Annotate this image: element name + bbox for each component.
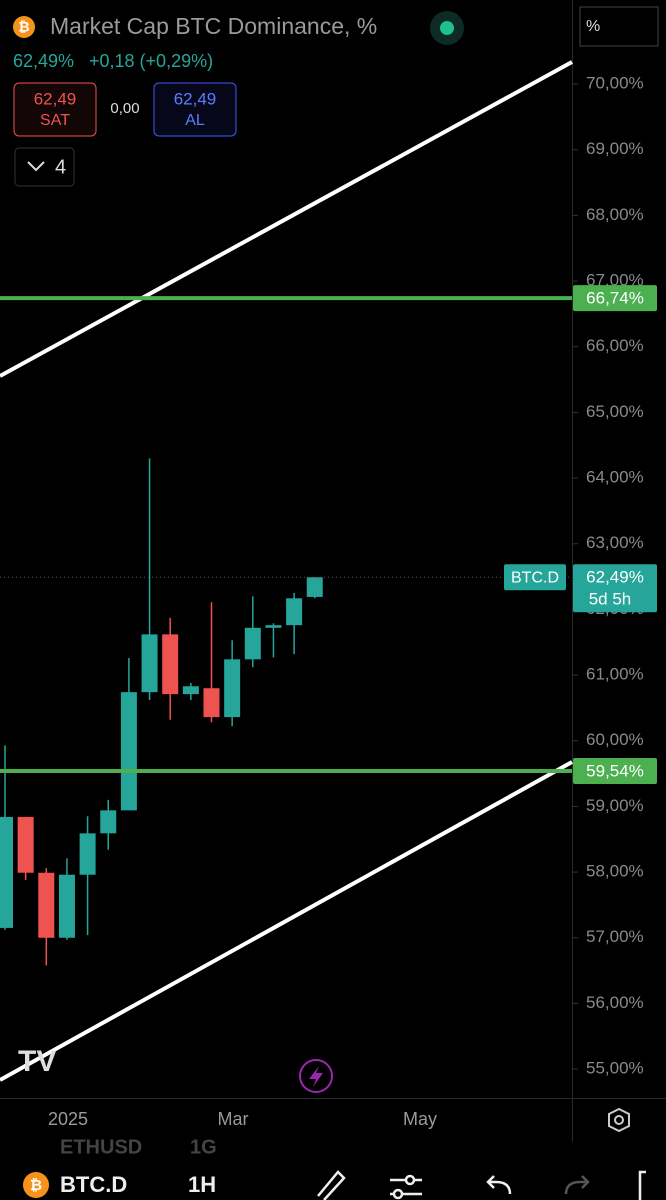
y-tick-label: 64,00% (586, 468, 644, 487)
price-tag-label: 66,74% (586, 289, 644, 308)
price-tag (573, 757, 657, 784)
candle-body (38, 872, 55, 938)
candle-body (17, 816, 34, 873)
y-tick-label: 58,00% (586, 862, 644, 881)
fullscreen-button[interactable] (638, 1170, 646, 1200)
x-tick-label: Mar (218, 1109, 249, 1129)
indicators-count[interactable]: 4 (55, 156, 66, 178)
candle-body (182, 686, 199, 695)
logo: TV (18, 1045, 56, 1078)
coin-icon (13, 16, 35, 38)
price: 62,49% (13, 51, 74, 71)
symbol-tag-label: BTC.D (511, 569, 559, 586)
y-tick-label: 60,00% (586, 730, 644, 749)
overlay: 66,74% 59,54% BTC.D 62,49% 5d 5h (0, 285, 657, 784)
axis-divider (0, 1098, 666, 1099)
axis-divider (572, 0, 573, 1142)
candle-body (265, 625, 282, 628)
y-tick-label: 61,00% (586, 665, 644, 684)
settings-button[interactable] (608, 1107, 630, 1133)
candle-body (58, 874, 75, 938)
sell-button[interactable] (13, 82, 97, 137)
coin-icon (23, 1172, 49, 1198)
prev-interval: 1G (190, 1136, 217, 1158)
trend-line (0, 760, 573, 1082)
y-tick-label: 65,00% (586, 402, 644, 421)
sell-price[interactable]: 62,49 (34, 89, 77, 108)
coin-symbol: ₿ (30, 1177, 42, 1194)
x-tick-label: 2025 (48, 1109, 88, 1129)
x-tick-label: May (403, 1109, 437, 1129)
prev-symbol: ETHUSD (60, 1136, 142, 1158)
price-tag-label: 59,54% (586, 761, 644, 780)
last-price-tag (573, 564, 657, 613)
redo-button[interactable] (564, 1175, 590, 1195)
scale-button-label[interactable]: % (586, 18, 600, 35)
candle-body (224, 659, 241, 718)
indicators-button[interactable] (390, 1174, 422, 1200)
trend-line (0, 60, 573, 378)
y-tick-label: 56,00% (586, 993, 644, 1012)
candle-body (100, 810, 117, 834)
sell-label[interactable]: SAT (40, 112, 70, 129)
last-price-label: 62,49% (586, 568, 644, 587)
symbol-button[interactable]: BTC.D (60, 1172, 127, 1197)
spread: 0,00 (110, 100, 139, 117)
candle-body (162, 634, 179, 695)
status-dot (440, 21, 454, 35)
settings-icon[interactable] (614, 1115, 624, 1125)
chevron[interactable] (27, 161, 45, 172)
draw-button[interactable] (317, 1170, 346, 1200)
y-tick-label: 55,00% (586, 1059, 644, 1078)
y-tick-label: 59,00% (586, 796, 644, 815)
symbol-tag (504, 564, 566, 591)
change: +0,18 (+0,29%) (89, 51, 213, 71)
candle-body (286, 598, 303, 626)
candle-body (244, 627, 261, 660)
candle-body (120, 692, 137, 811)
y-axis: 55,00% 56,00% 57,00% 58,00% 59,00% 60,00% 61,0… (572, 74, 644, 1078)
interval-button[interactable]: 1H (188, 1172, 216, 1197)
y-tick-label: 63,00% (586, 533, 644, 552)
scale-button[interactable] (579, 6, 659, 47)
candle-body (79, 833, 96, 875)
y-tick-label: 67,00% (586, 271, 644, 290)
undo-button[interactable] (486, 1175, 512, 1195)
y-tick-label: 69,00% (586, 139, 644, 158)
y-tick-label: 70,00% (586, 74, 644, 93)
buy-label[interactable]: AL (185, 112, 205, 129)
candle-body (141, 634, 158, 693)
coin-symbol: ₿ (18, 19, 29, 35)
candle-body (203, 688, 220, 718)
price-tag (573, 285, 657, 312)
buy-button[interactable] (153, 82, 237, 137)
indicators-toggle[interactable] (14, 147, 75, 187)
y-tick-label: 66,00% (586, 336, 644, 355)
countdown: 5d 5h (589, 590, 632, 609)
candle-body (0, 816, 13, 928)
y-tick-label: 68,00% (586, 205, 644, 224)
lightning-button[interactable] (299, 1059, 333, 1093)
candle-body (306, 577, 323, 597)
buy-price[interactable]: 62,49 (174, 89, 217, 108)
candles (0, 458, 323, 966)
y-tick-label: 57,00% (586, 927, 644, 946)
title: Market Cap BTC Dominance, % (50, 13, 377, 39)
lightning-icon[interactable] (309, 1066, 323, 1087)
